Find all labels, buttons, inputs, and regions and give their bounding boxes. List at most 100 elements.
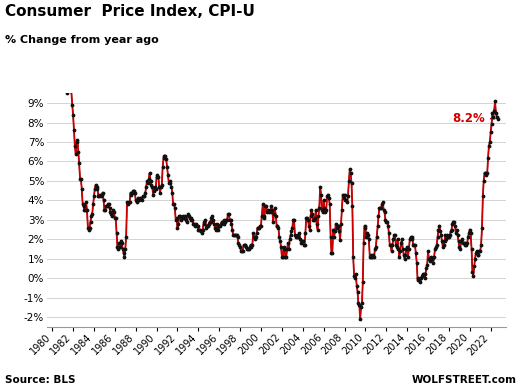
Point [56,28,64,34]
Point [354,300,363,307]
Point [209,217,217,223]
Point [265,209,273,215]
Point [294,232,303,238]
Point [290,217,298,223]
Point [450,219,458,225]
Point [394,236,402,242]
Point [440,242,448,248]
Point [60,65,68,71]
Point [467,230,475,237]
Point [310,217,318,223]
Point [350,273,358,279]
Point [154,174,162,180]
Point [452,230,460,237]
Point [407,234,416,240]
Point [373,223,382,229]
Point [103,203,111,209]
Point [133,197,141,203]
Point [460,240,469,246]
Point [148,184,157,190]
Point [471,256,479,262]
Point [243,246,251,252]
Point [247,244,256,250]
Point [124,201,132,207]
Point [465,230,473,237]
Point [392,242,400,248]
Point [407,234,415,240]
Point [282,254,290,260]
Point [376,205,384,211]
Point [254,224,263,231]
Point [428,256,436,262]
Point [296,236,304,242]
Point [172,215,181,221]
Point [82,199,90,205]
Point [357,304,365,310]
Point [318,207,326,213]
Point [73,139,81,145]
Point [295,230,303,237]
Point [248,242,256,248]
Point [281,254,290,260]
Point [370,254,378,260]
Point [335,228,343,235]
Point [438,244,447,250]
Point [412,259,421,266]
Point [106,209,115,215]
Point [120,250,128,256]
Point [229,232,238,238]
Point [293,234,302,240]
Point [193,223,201,229]
Point [291,232,299,238]
Point [311,215,319,221]
Point [136,195,144,202]
Point [443,232,452,238]
Point [374,213,383,219]
Point [134,195,143,202]
Point [367,254,376,260]
Point [378,201,386,207]
Point [351,275,359,281]
Point [214,226,222,233]
Point [167,184,175,190]
Point [279,246,288,252]
Point [76,176,84,182]
Point [188,217,196,223]
Point [344,193,352,200]
Point [303,215,311,221]
Point [222,217,230,223]
Point [428,256,436,262]
Point [292,234,301,240]
Point [182,217,191,223]
Point [334,223,342,229]
Point [189,221,197,227]
Point [251,236,259,242]
Point [63,90,71,96]
Point [100,207,109,213]
Point [337,221,345,227]
Point [65,65,73,71]
Point [159,164,167,170]
Point [105,205,114,211]
Point [317,191,325,198]
Point [160,152,169,159]
Point [278,254,286,260]
Point [485,139,494,145]
Point [316,184,324,190]
Point [99,197,108,203]
Point [84,224,92,231]
Point [408,236,417,242]
Point [279,254,287,260]
Point [89,201,97,207]
Point [435,223,444,229]
Point [468,269,477,275]
Point [70,143,79,149]
Point [74,149,82,155]
Point [340,191,349,198]
Point [474,252,483,258]
Point [268,207,277,213]
Point [194,226,203,233]
Point [431,246,439,252]
Point [365,236,373,242]
Point [266,209,275,215]
